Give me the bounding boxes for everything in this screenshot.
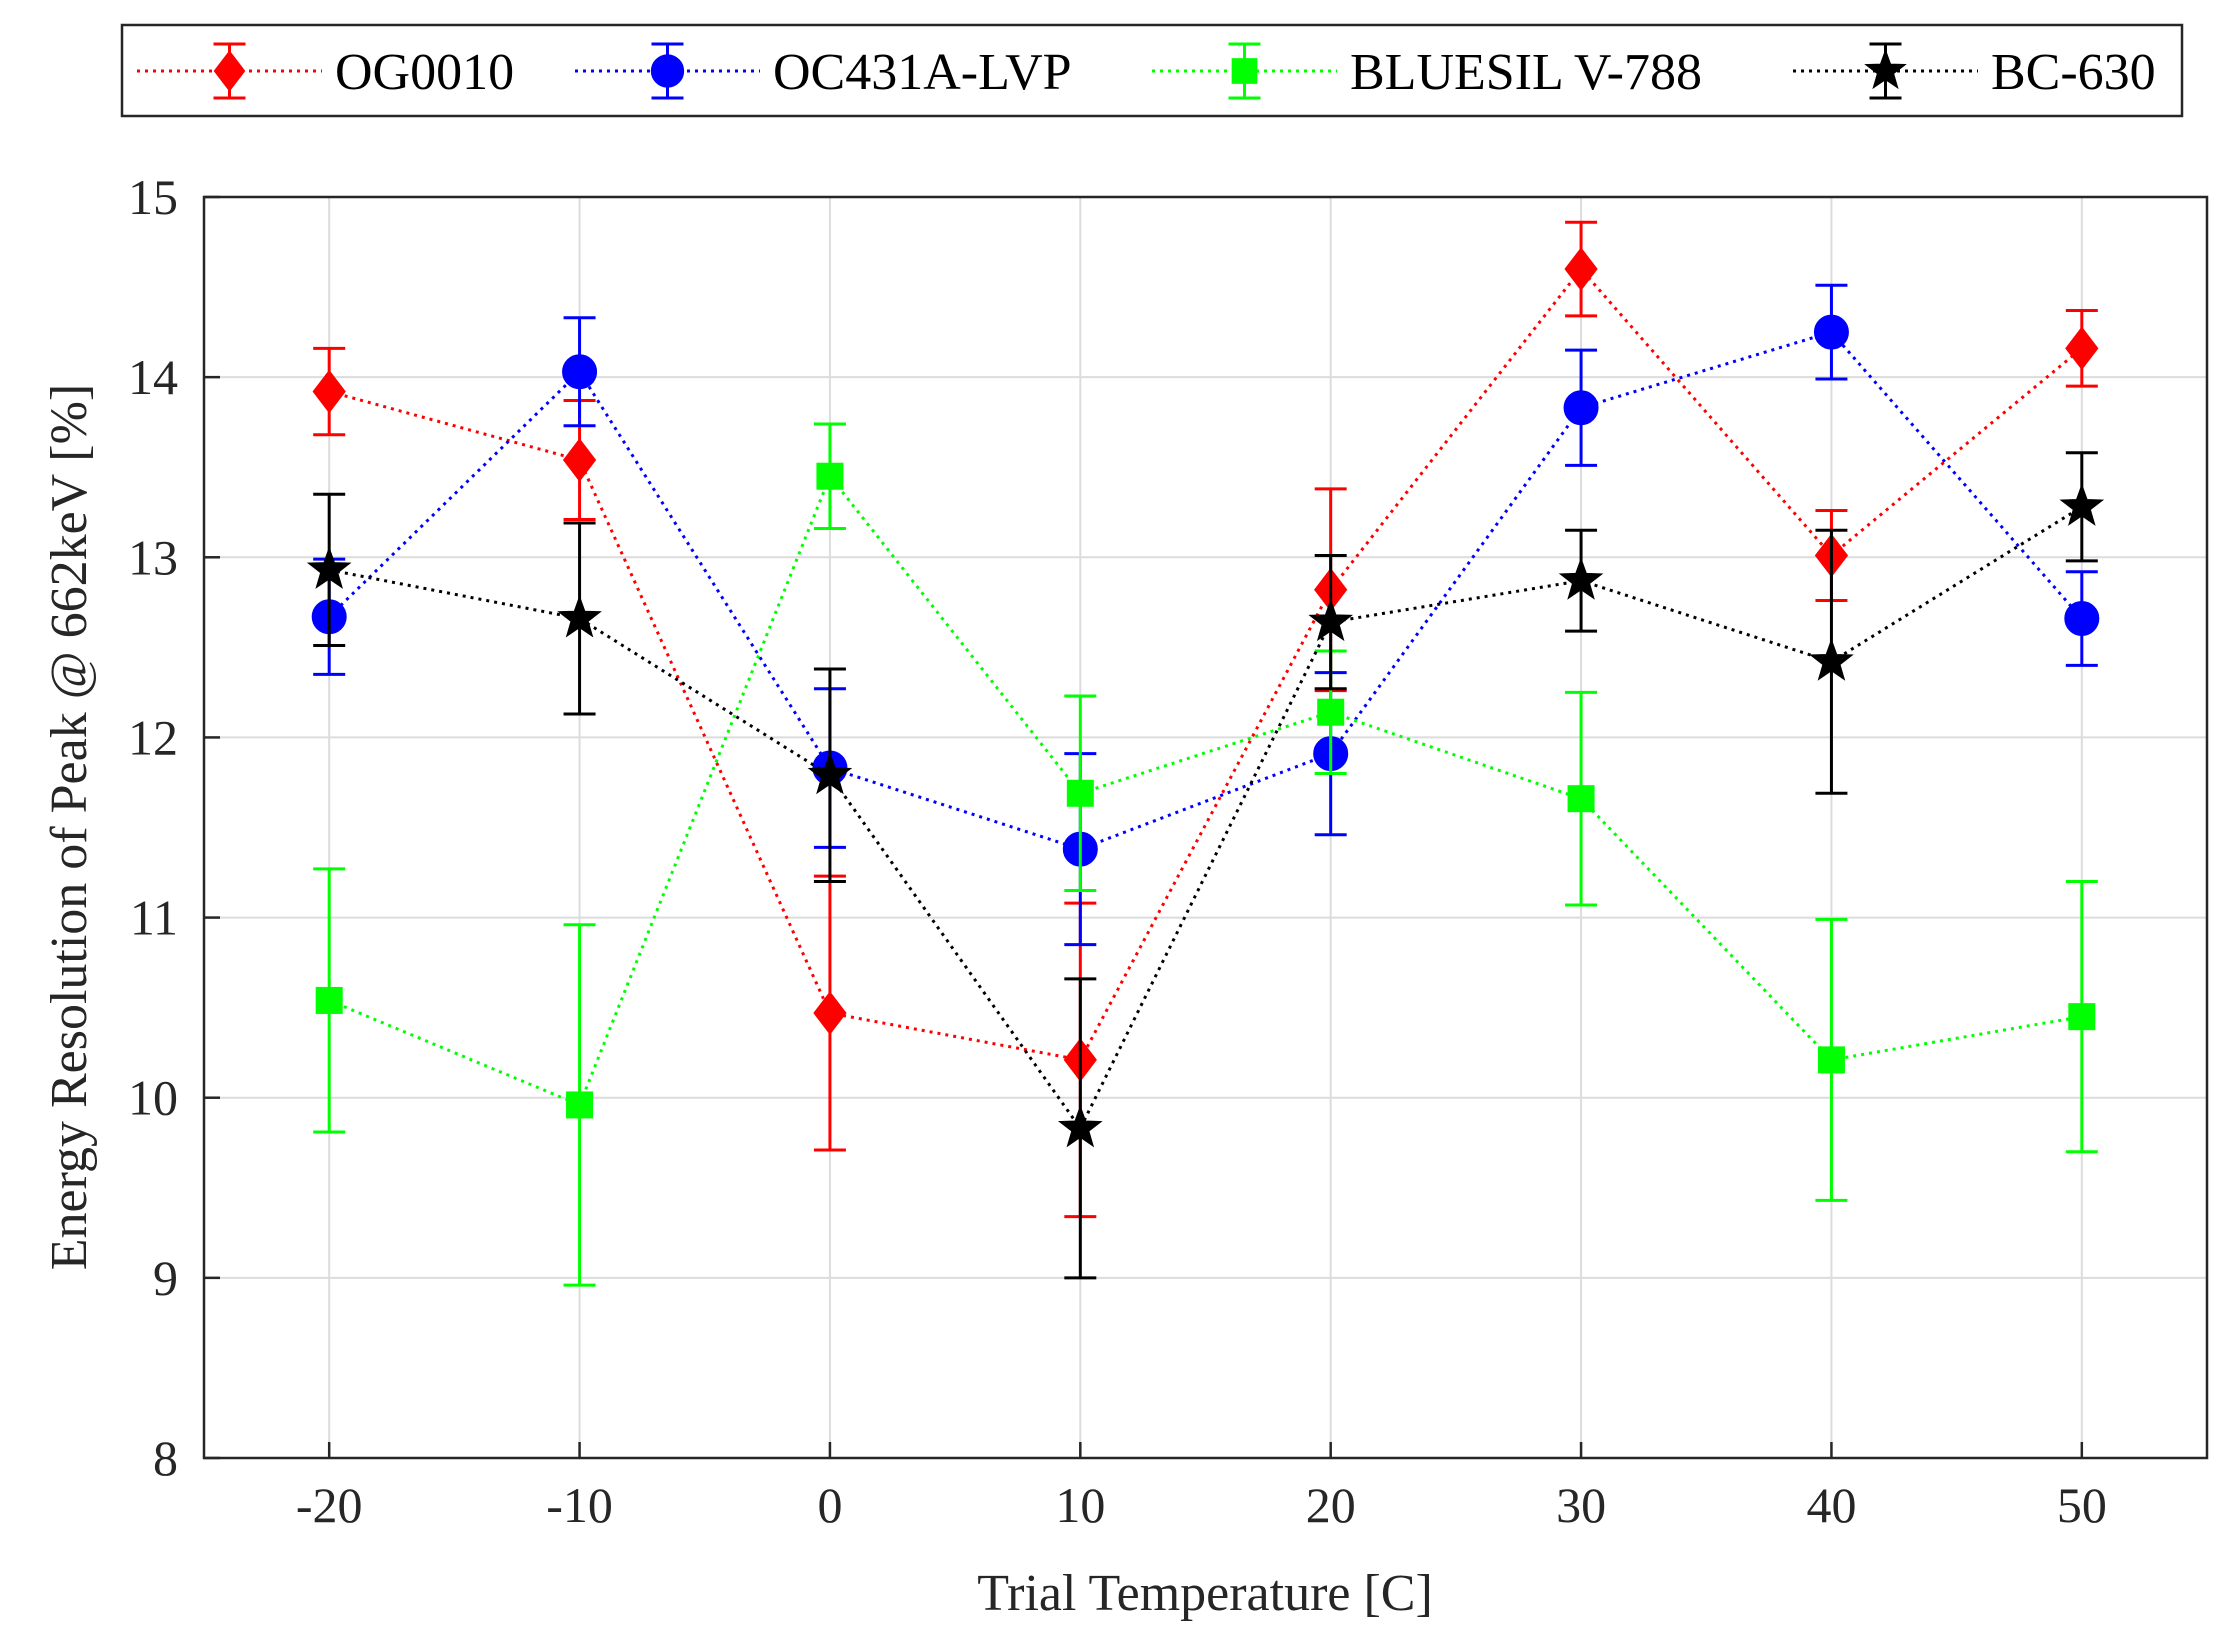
data-point xyxy=(813,991,847,1035)
legend-item-bc-630: BC-630 xyxy=(1793,42,2156,101)
series-line xyxy=(328,473,2083,1107)
series-bc-630 xyxy=(306,451,2105,1280)
data-point xyxy=(1066,779,1094,807)
x-tick-label: 40 xyxy=(1806,1477,1856,1533)
data-point xyxy=(562,354,598,390)
y-tick-label: 11 xyxy=(130,890,178,946)
data-point xyxy=(1558,557,1604,600)
legend-label: OC431A-LVP xyxy=(773,44,1072,101)
data-point xyxy=(557,595,602,638)
legend-label: BLUESIL V-788 xyxy=(1350,44,1702,101)
x-tick-label: 20 xyxy=(1306,1477,1356,1533)
legend-item-oc431a-lvp: OC431A-LVP xyxy=(575,42,1072,101)
data-point xyxy=(1813,314,1849,350)
y-tick-label: 9 xyxy=(153,1250,178,1306)
data-point xyxy=(566,1091,594,1119)
legend-item-og0010: OG0010 xyxy=(137,42,514,101)
data-point xyxy=(306,546,352,589)
data-point xyxy=(1057,1104,1103,1148)
data-point xyxy=(1809,638,1854,681)
plot-area-frame xyxy=(202,195,2209,1460)
x-tick-label: 50 xyxy=(2057,1477,2107,1533)
legend: OG0010 OC431A-LVP BLUESIL V-788 BC-630 xyxy=(120,23,2184,118)
y-tick-label: 13 xyxy=(128,529,178,585)
data-point xyxy=(2059,483,2105,526)
data-point xyxy=(1563,390,1599,426)
data-point xyxy=(2065,326,2099,371)
x-tick-label: 10 xyxy=(1055,1477,1105,1533)
x-tick-label: 30 xyxy=(1556,1477,1606,1533)
data-point xyxy=(816,462,844,490)
y-tick-label: 10 xyxy=(128,1070,178,1126)
series-line xyxy=(328,266,2083,1062)
data-point xyxy=(1317,698,1345,726)
data-point xyxy=(562,438,597,482)
data-point xyxy=(1817,1046,1845,1074)
series-line xyxy=(328,330,2083,851)
axis-ticks: -20 -10 0 10 20 30 40 50 8 9 10 11 12 13 14 15 xyxy=(128,169,2107,1533)
data-point xyxy=(1567,785,1595,813)
data-point xyxy=(2064,601,2100,637)
y-tick-label: 14 xyxy=(128,349,178,405)
y-tick-label: 12 xyxy=(128,709,178,765)
data-point xyxy=(1308,598,1354,642)
data-point xyxy=(2068,1003,2096,1031)
y-tick-label: 8 xyxy=(153,1430,178,1486)
legend-marker xyxy=(650,54,685,88)
x-axis-title: Trial Temperature [C] xyxy=(977,1565,1433,1622)
series-og0010 xyxy=(312,220,2099,1219)
legend-entries: OG0010 OC431A-LVP BLUESIL V-788 BC-630 xyxy=(137,42,2156,101)
legend-item-bluesil-v-788: BLUESIL V-788 xyxy=(1152,42,1702,101)
legend-label: OG0010 xyxy=(335,44,514,101)
data-point xyxy=(312,369,346,414)
x-tick-label: 0 xyxy=(817,1477,842,1533)
y-axis-title: Energy Resolution of Peak @ 662keV [%] xyxy=(41,384,98,1271)
data-point xyxy=(807,751,853,795)
data-point xyxy=(1564,247,1598,291)
data-point xyxy=(315,986,343,1014)
y-tick-label: 15 xyxy=(128,169,178,225)
x-tick-label: -20 xyxy=(296,1477,363,1533)
legend-marker xyxy=(1864,48,1907,90)
legend-marker xyxy=(213,50,246,92)
legend-label: BC-630 xyxy=(1991,44,2156,101)
legend-marker xyxy=(1231,58,1258,84)
x-tick-label: -10 xyxy=(546,1477,613,1533)
series-layer xyxy=(306,220,2105,1287)
series-line xyxy=(328,505,2083,1132)
